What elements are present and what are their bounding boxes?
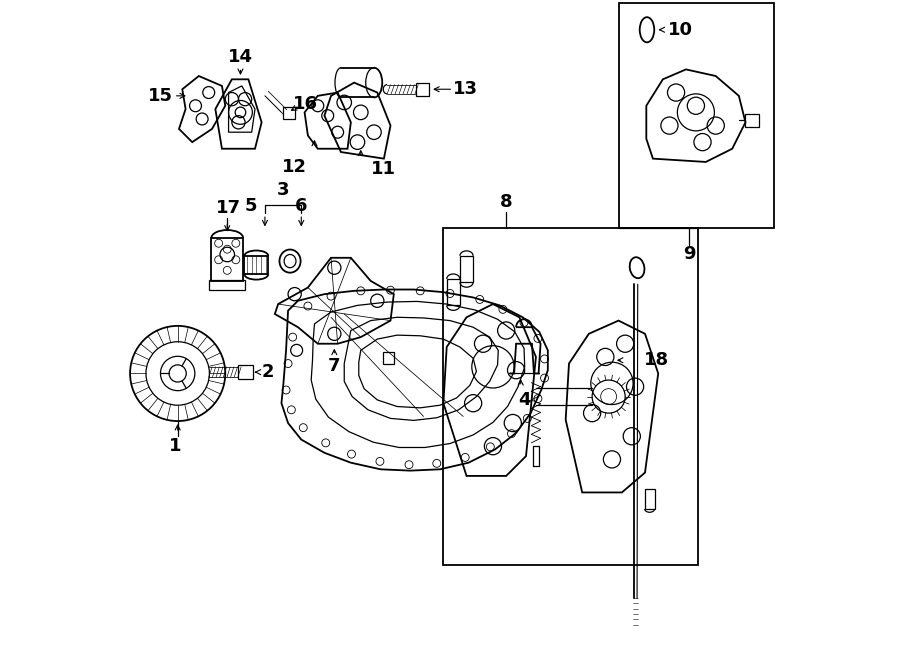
Text: 3: 3 — [277, 181, 289, 200]
Bar — [446, 279, 460, 305]
Bar — [382, 352, 394, 364]
Text: 15: 15 — [148, 87, 173, 105]
Bar — [745, 114, 759, 127]
Text: 18: 18 — [644, 351, 669, 369]
Bar — [212, 238, 243, 281]
Bar — [416, 83, 428, 96]
Bar — [284, 107, 295, 119]
Bar — [238, 365, 253, 379]
Text: 14: 14 — [228, 48, 253, 66]
Text: 16: 16 — [293, 95, 319, 113]
Text: 5: 5 — [244, 197, 256, 215]
Text: 17: 17 — [216, 198, 241, 217]
Bar — [460, 256, 473, 282]
Bar — [245, 256, 268, 274]
Text: 11: 11 — [372, 159, 396, 178]
Text: 9: 9 — [683, 245, 696, 264]
Text: 13: 13 — [453, 80, 478, 98]
Text: 4: 4 — [518, 391, 530, 409]
Text: 10: 10 — [668, 20, 692, 39]
Text: 12: 12 — [283, 158, 307, 176]
Bar — [444, 228, 698, 565]
Text: 6: 6 — [295, 197, 308, 215]
Text: 7: 7 — [328, 356, 340, 375]
Text: 8: 8 — [500, 192, 512, 211]
Text: 2: 2 — [262, 363, 274, 381]
Text: 1: 1 — [169, 437, 182, 455]
Bar — [645, 489, 655, 509]
Bar — [210, 280, 245, 290]
Bar — [618, 3, 774, 228]
